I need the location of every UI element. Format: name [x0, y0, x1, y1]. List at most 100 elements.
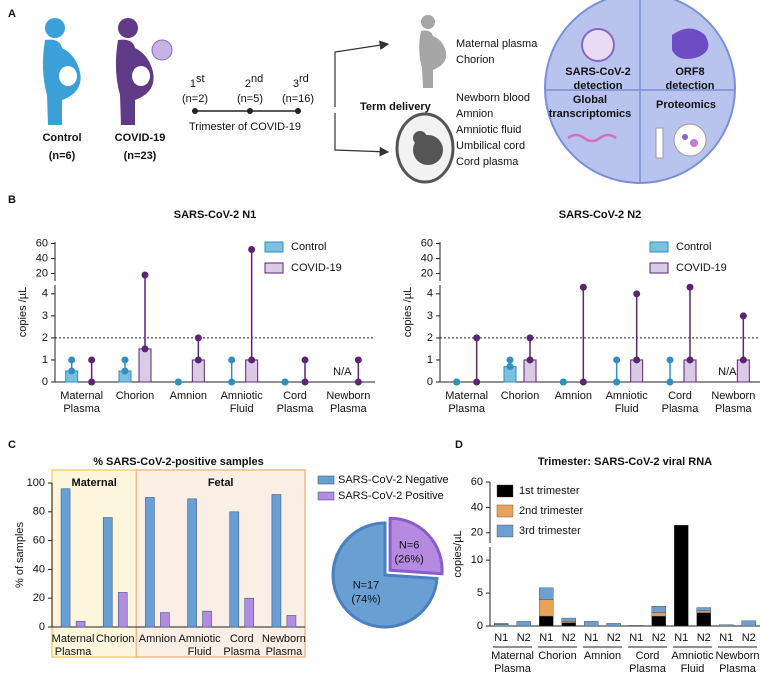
y-tick-label: 40 — [421, 252, 433, 264]
x-tick-label: Newborn — [262, 633, 306, 645]
chart-title: SARS-CoV-2 N2 — [559, 209, 642, 221]
legend-label: COVID-19 — [291, 262, 342, 274]
group-label: Plasma — [719, 663, 757, 675]
y-tick-label: 10 — [471, 554, 483, 566]
point — [301, 356, 309, 364]
trimester-suffix: st — [196, 73, 205, 85]
y-tick-label: 0 — [42, 376, 48, 388]
panel-label: B — [8, 194, 16, 206]
trimester-ordinal: 3 — [293, 78, 299, 90]
x-tick-label: Amniotic — [221, 390, 264, 402]
region-label: Fetal — [208, 477, 234, 489]
group-label: Cord — [636, 650, 660, 662]
x-tick-label: Plasma — [266, 646, 304, 658]
x-tick-label: N1 — [584, 632, 598, 644]
sample-label: Maternal plasma — [456, 38, 538, 50]
bar-segment — [696, 610, 711, 614]
y-tick-label: 40 — [36, 252, 48, 264]
y-tick-label: 20 — [421, 267, 433, 279]
bar-segment — [651, 612, 666, 617]
bar — [160, 612, 170, 628]
arrows — [334, 40, 390, 157]
bar-segment — [494, 623, 509, 625]
x-tick-label: Newborn — [326, 390, 370, 402]
panel-label: D — [455, 439, 463, 451]
x-tick-label: Amnion — [170, 390, 207, 402]
y-tick-label: 3 — [42, 310, 48, 322]
group-label: Maternal — [491, 650, 534, 662]
bar-segment — [516, 621, 531, 627]
y-axis-label: % of samples — [14, 521, 26, 588]
point — [88, 378, 96, 386]
x-tick-label: Cord — [230, 633, 254, 645]
x-tick-label: Plasma — [55, 646, 93, 658]
analysis-circle — [544, 0, 736, 184]
x-tick-label: N1 — [719, 632, 733, 644]
x-tick-label: Amnion — [139, 633, 176, 645]
bar — [229, 511, 240, 628]
y-tick-label: 3 — [427, 310, 433, 322]
point — [613, 356, 621, 364]
na-label: N/A — [333, 366, 352, 378]
bar-segment — [561, 622, 576, 627]
legend-swatch — [264, 241, 284, 253]
point — [194, 334, 202, 342]
y-tick-label: 2 — [42, 332, 48, 344]
bar-segment — [719, 624, 734, 627]
point — [354, 378, 362, 386]
x-tick-label: Cord — [668, 390, 692, 402]
point — [228, 356, 236, 364]
y-tick-label: 20 — [36, 267, 48, 279]
x-tick-label: Amnion — [555, 390, 592, 402]
bar — [117, 592, 128, 628]
group-n: (n=23) — [124, 150, 157, 162]
panel-label: A — [8, 8, 16, 20]
y-tick-label: 60 — [471, 476, 483, 488]
y-tick-label: 40 — [471, 501, 483, 513]
x-tick-label: Plasma — [223, 646, 261, 658]
legend-label: SARS-CoV-2 Positive — [338, 490, 444, 502]
bar — [60, 488, 71, 628]
point — [559, 378, 567, 386]
x-tick-label: Maternal — [60, 390, 103, 402]
x-tick-label: Fluid — [615, 403, 639, 415]
bar-segment — [696, 612, 711, 627]
group-label: Plasma — [494, 663, 532, 675]
legend-swatch — [496, 504, 514, 518]
y-tick-label: 80 — [33, 506, 45, 518]
legend-label: 3rd trimester — [519, 525, 581, 537]
bar-segment — [584, 621, 599, 627]
bar-segment — [741, 620, 756, 627]
point — [68, 356, 76, 364]
y-tick-label: 5 — [477, 587, 483, 599]
y-tick-label: 100 — [27, 477, 45, 489]
x-tick-label: Newborn — [711, 390, 755, 402]
pie-label: N=17 — [353, 580, 380, 592]
bar-segment — [696, 607, 711, 612]
box — [138, 348, 152, 383]
point — [453, 378, 461, 386]
mother-figure — [419, 15, 447, 88]
bar-segment — [651, 606, 666, 614]
point — [228, 378, 236, 386]
trimester-suffix: nd — [251, 73, 263, 85]
trimester-n: (n=16) — [282, 93, 314, 105]
x-tick-label: N1 — [494, 632, 508, 644]
legend-label: Control — [676, 241, 711, 253]
legend-swatch — [496, 524, 514, 538]
legend-label: 1st trimester — [519, 485, 580, 497]
point — [579, 378, 587, 386]
sample-label: Amnion — [456, 108, 493, 120]
point — [68, 367, 76, 375]
x-tick-label: N2 — [697, 632, 711, 644]
point — [579, 283, 587, 291]
chart-title: % SARS-CoV-2-positive samples — [93, 456, 264, 468]
y-tick-label: 60 — [421, 237, 433, 249]
control-figure — [42, 18, 81, 125]
x-tick-label: Plasma — [63, 403, 101, 415]
covid-figure — [115, 18, 173, 125]
bar — [244, 597, 255, 628]
point — [248, 246, 256, 253]
group-label: Amnion — [584, 650, 621, 662]
legend-swatch — [649, 241, 669, 253]
